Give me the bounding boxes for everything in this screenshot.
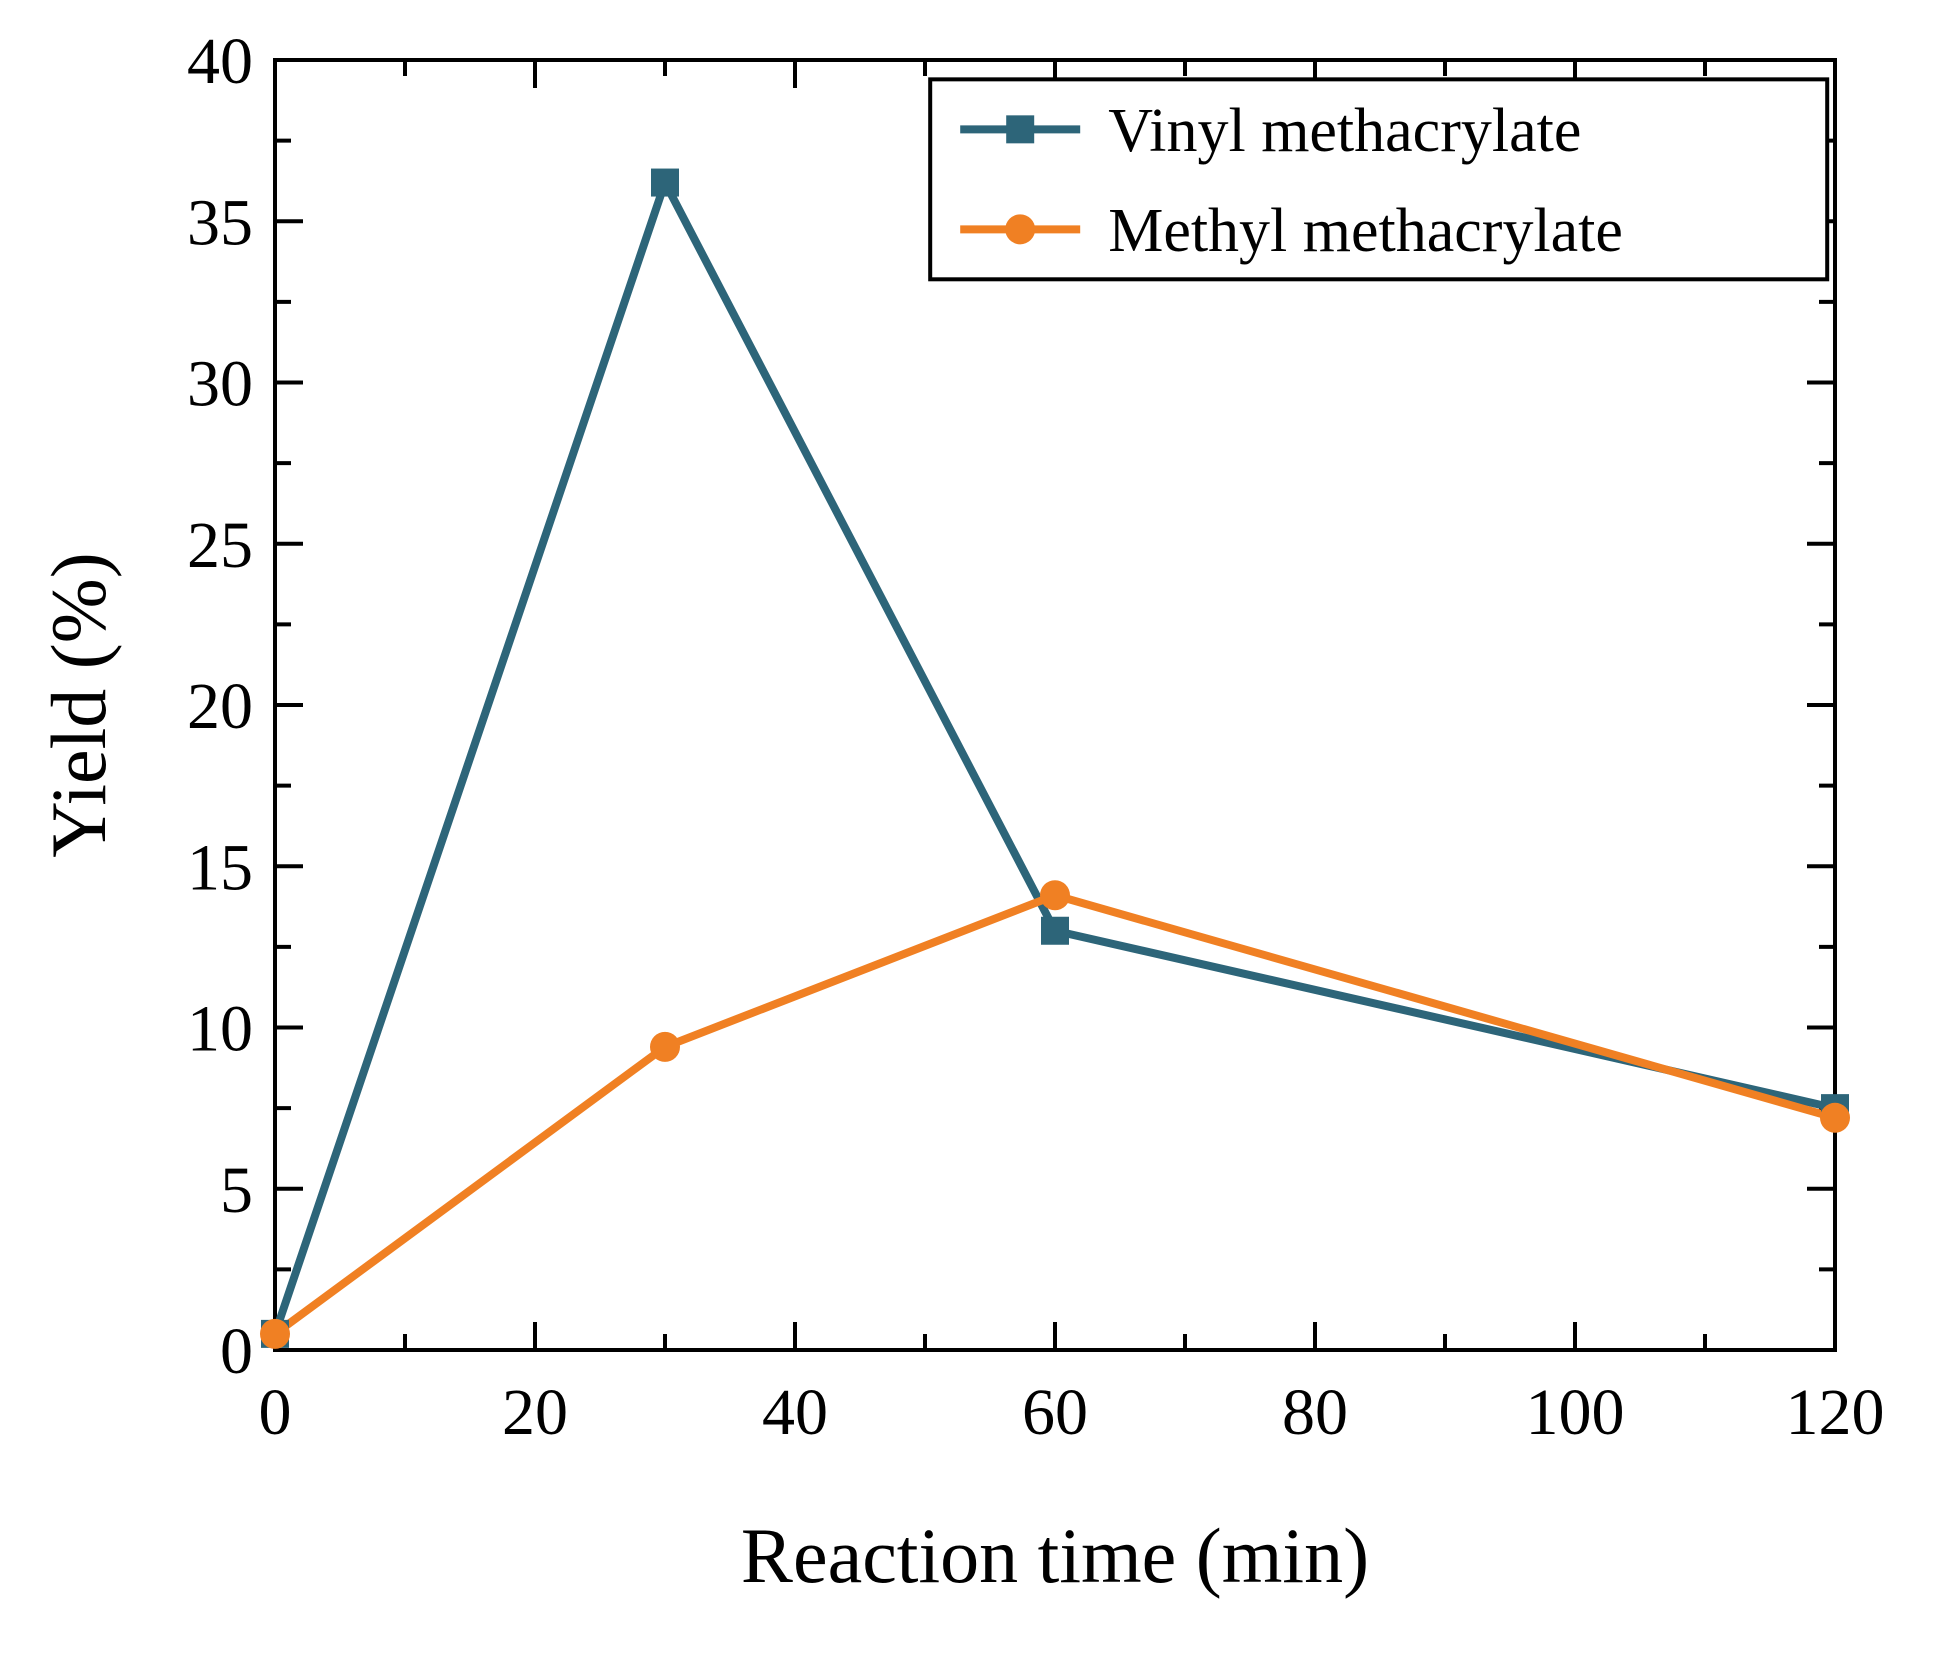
legend-label-1: Methyl methacrylate [1108,197,1623,265]
marker-square-0-2 [1041,917,1069,945]
x-tick-label: 60 [1022,1376,1088,1449]
y-tick-label: 10 [187,993,253,1066]
y-tick-label: 15 [187,831,253,904]
marker-square-0-1 [651,169,679,197]
marker-circle-1-2 [1040,880,1070,910]
marker-square-legend-0 [1006,115,1034,143]
y-tick-label: 30 [187,348,253,421]
chart-svg: 0 20 40 60 80 100 120 0 5 10 15 20 25 30 35 40 Reaction … [0,0,1948,1674]
marker-circle-1-0 [260,1319,290,1349]
x-tick-label: 100 [1526,1376,1625,1449]
y-tick-label: 40 [187,25,253,98]
x-tick-label: 120 [1786,1376,1885,1449]
x-tick-label: 20 [502,1376,568,1449]
marker-circle-1-1 [650,1032,680,1062]
marker-circle-1-3 [1820,1103,1850,1133]
x-axis-title: Reaction time (min) [741,1512,1369,1599]
x-tick-label: 40 [762,1376,828,1449]
y-tick-label: 5 [220,1154,253,1227]
y-axis-title: Yield (%) [35,552,122,857]
chart-container: 0 20 40 60 80 100 120 0 5 10 15 20 25 30 35 40 Reaction … [0,0,1948,1674]
x-tick-label: 0 [259,1376,292,1449]
y-tick-label: 35 [187,186,253,259]
legend-label-0: Vinyl methacrylate [1108,97,1581,165]
y-tick-label: 25 [187,509,253,582]
y-tick-label: 20 [187,670,253,743]
x-tick-label: 80 [1282,1376,1348,1449]
marker-circle-legend-1 [1005,214,1035,244]
y-tick-label: 0 [220,1315,253,1388]
